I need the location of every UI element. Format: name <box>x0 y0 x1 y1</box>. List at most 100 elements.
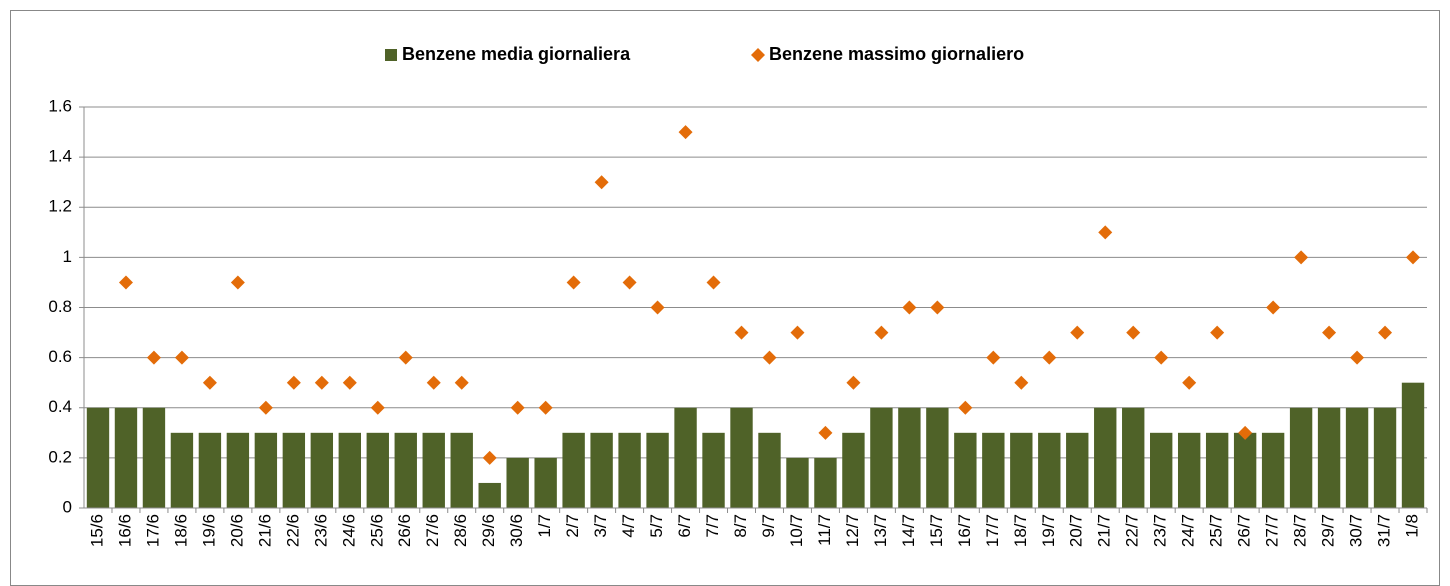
x-tick-label: 13/7 <box>871 514 890 547</box>
x-tick-label: 30/7 <box>1347 514 1366 547</box>
x-tick-label: 5/7 <box>647 514 666 538</box>
x-tick-label: 19/6 <box>199 514 218 547</box>
diamond-marker <box>706 275 721 290</box>
diamond-marker <box>482 450 497 465</box>
bar <box>898 407 921 508</box>
bar <box>422 432 445 508</box>
x-tick-label: 15/7 <box>927 514 946 547</box>
y-tick-label: 1.4 <box>48 147 72 166</box>
bar <box>226 432 250 508</box>
bar <box>198 432 222 508</box>
x-tick-label: 1/8 <box>1402 514 1421 538</box>
y-tick-label: 0.6 <box>48 347 72 366</box>
diamond-marker <box>286 375 301 390</box>
bar <box>1345 407 1369 508</box>
diamond-marker <box>510 400 525 415</box>
diamond-marker <box>1098 225 1113 240</box>
x-tick-label: 3/7 <box>591 514 610 538</box>
diamond-marker <box>230 275 245 290</box>
x-tick-label: 21/7 <box>1095 514 1114 547</box>
bar <box>1150 432 1173 508</box>
bar <box>646 432 669 508</box>
x-tick-label: 4/7 <box>619 514 638 538</box>
diamond-marker <box>174 350 189 365</box>
y-tick-label: 0 <box>63 497 72 516</box>
legend-swatch <box>385 49 397 61</box>
x-tick-label: 28/7 <box>1291 514 1310 547</box>
y-tick-label: 0.2 <box>48 447 72 466</box>
x-tick-label: 17/7 <box>983 514 1002 547</box>
diamond-marker <box>1042 350 1057 365</box>
x-tick-label: 29/6 <box>479 514 498 547</box>
x-tick-label: 14/7 <box>899 514 918 547</box>
bar <box>786 457 809 508</box>
y-tick-label: 0.4 <box>48 397 72 416</box>
diamond-marker <box>874 325 889 340</box>
diamond-marker <box>314 375 329 390</box>
diamond-marker <box>846 375 861 390</box>
x-tick-label: 16/6 <box>115 514 134 547</box>
bar <box>366 432 389 508</box>
diamond-marker <box>678 125 693 140</box>
diamond-marker <box>258 400 273 415</box>
bar <box>1177 432 1201 508</box>
y-tick-label: 1.2 <box>48 197 72 216</box>
diamond-marker <box>1378 325 1393 340</box>
bar <box>842 432 865 508</box>
diamond-marker <box>734 325 749 340</box>
diamond-marker <box>650 300 665 315</box>
diamond-marker <box>1210 325 1225 340</box>
diamond-marker <box>398 350 413 365</box>
x-tick-label: 2/7 <box>563 514 582 538</box>
x-tick-label: 29/7 <box>1319 514 1338 547</box>
diamond-marker <box>202 375 217 390</box>
diamond-marker <box>902 300 917 315</box>
bar <box>1261 432 1285 508</box>
x-tick-label: 10/7 <box>787 514 806 547</box>
bar <box>562 432 585 508</box>
diamond-marker <box>370 400 385 415</box>
x-tick-label: 18/7 <box>1011 514 1030 547</box>
bar <box>1205 432 1229 508</box>
diamond-marker <box>930 300 945 315</box>
bar <box>1038 432 1061 508</box>
x-tick-label: 24/6 <box>339 514 358 547</box>
x-tick-label: 24/7 <box>1179 514 1198 547</box>
bar <box>926 407 949 508</box>
bar <box>506 457 529 508</box>
diamond-marker <box>986 350 1001 365</box>
x-tick-label: 30/6 <box>507 514 526 547</box>
legend-label: Benzene media giornaliera <box>402 44 631 64</box>
diamond-marker <box>1182 375 1197 390</box>
bar <box>674 407 697 508</box>
diamond-marker <box>1294 250 1309 265</box>
x-tick-label: 15/6 <box>87 514 106 547</box>
bar <box>954 432 977 508</box>
bar <box>1233 432 1257 508</box>
diamond-marker <box>426 375 441 390</box>
bar <box>1066 432 1089 508</box>
diamond-marker <box>342 375 357 390</box>
x-tick-label: 6/7 <box>675 514 694 538</box>
bar <box>982 432 1005 508</box>
diamond-marker <box>118 275 133 290</box>
bar <box>870 407 893 508</box>
diamond-marker <box>454 375 469 390</box>
bar <box>618 432 641 508</box>
x-tick-label: 21/6 <box>255 514 274 547</box>
bar <box>114 407 138 508</box>
diamond-marker <box>1322 325 1337 340</box>
x-tick-label: 23/7 <box>1151 514 1170 547</box>
bar <box>1094 407 1117 508</box>
x-tick-label: 12/7 <box>843 514 862 547</box>
diamond-marker <box>1350 350 1365 365</box>
x-tick-label: 16/7 <box>955 514 974 547</box>
x-tick-label: 26/6 <box>395 514 414 547</box>
x-tick-label: 22/7 <box>1123 514 1142 547</box>
bar <box>394 432 417 508</box>
bar <box>1122 407 1145 508</box>
bar <box>450 432 473 508</box>
x-tick-label: 25/7 <box>1207 514 1226 547</box>
x-tick-label: 23/6 <box>311 514 330 547</box>
